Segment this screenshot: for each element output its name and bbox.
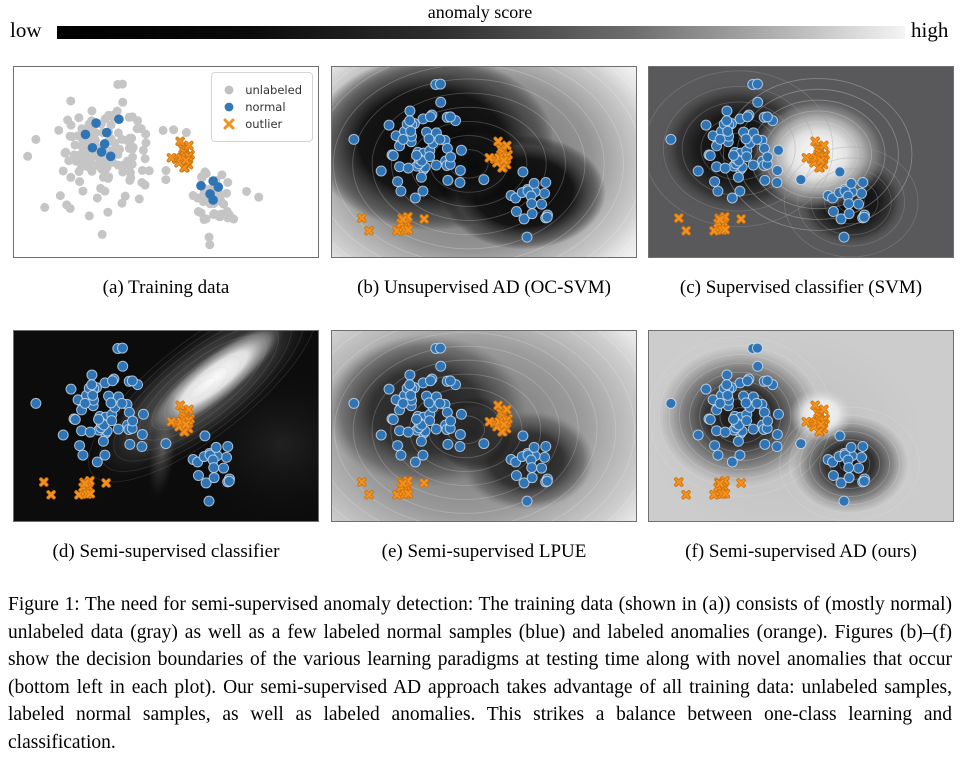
contour-plot-svm — [649, 67, 953, 257]
panel-training-data: unlabeled normal outlier — [13, 66, 319, 258]
legend-label-normal: normal — [245, 100, 286, 114]
panel-semi-supervised-ad-ours — [648, 330, 954, 522]
anomaly-score-colorbar — [57, 26, 905, 39]
subcaption-d: (d) Semi-supervised classifier — [52, 541, 280, 562]
subcaption-f: (f) Semi-supervised AD (ours) — [685, 541, 917, 562]
colorbar-low-label: low — [10, 18, 42, 42]
subcaption-e: (e) Semi-supervised LPUE — [381, 541, 587, 562]
legend-label-outlier: outlier — [245, 117, 283, 131]
panel-supervised-classifier — [648, 66, 954, 258]
outlier-marker-icon — [223, 118, 235, 130]
subcaption-a: (a) Training data — [102, 277, 230, 298]
contour-plot-semi-supervised-classifier — [14, 331, 318, 521]
subcaption-c: (c) Supervised classifier (SVM) — [679, 277, 923, 298]
unlabeled-marker-icon — [224, 85, 234, 95]
legend-item-normal: normal — [220, 100, 302, 114]
legend: unlabeled normal outlier — [211, 72, 313, 142]
subcaption-b: (b) Unsupervised AD (OC-SVM) — [357, 277, 611, 298]
figure-caption: Figure 1: The need for semi-supervised a… — [8, 594, 952, 753]
contour-plot-oc-svm — [332, 67, 636, 257]
legend-item-unlabeled: unlabeled — [220, 83, 302, 97]
colorbar-title: anomaly score — [427, 2, 533, 22]
panel-semi-supervised-lpue — [331, 330, 637, 522]
normal-marker-icon — [224, 102, 234, 112]
legend-label-unlabeled: unlabeled — [245, 83, 302, 97]
legend-item-outlier: outlier — [220, 117, 302, 131]
contour-plot-lpue — [332, 331, 636, 521]
panel-semi-supervised-classifier — [13, 330, 319, 522]
panel-unsupervised-ad — [331, 66, 637, 258]
contour-plot-semi-supervised-ad — [649, 331, 953, 521]
colorbar-high-label: high — [911, 18, 949, 42]
